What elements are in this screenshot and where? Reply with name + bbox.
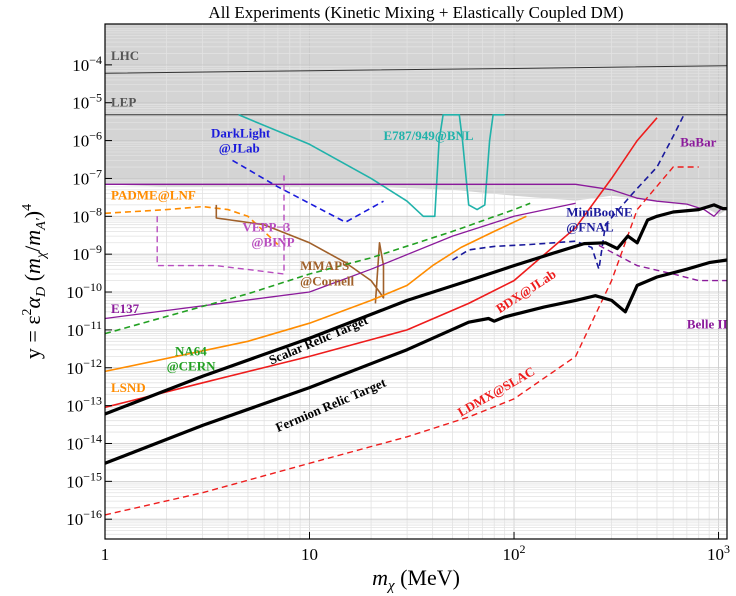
curve-label-vepp-3: VEPP−3: [242, 219, 290, 234]
series-line-fermion-relic-target: [104, 258, 728, 465]
series-line-miniboone-fnal: [452, 113, 686, 270]
y-tick-label: 10−5: [72, 91, 102, 113]
x-tick-label: 102: [503, 542, 526, 564]
x-tick-label: 10: [301, 545, 318, 564]
curve-label-jlab: @JLab: [219, 141, 260, 156]
curve-label-lep: LEP: [111, 94, 136, 109]
x-tick-label: 1: [101, 545, 110, 564]
series-line-bdx-jlab: [104, 117, 658, 409]
curve-label-e137: E137: [111, 301, 140, 316]
y-tick-label: 10−4: [72, 53, 102, 75]
curve-label-belle-ii: Belle II: [687, 316, 728, 331]
curve-label-darklight: DarkLight: [211, 126, 271, 141]
y-tick-label: 10−7: [72, 166, 102, 188]
series-line-vepp-3-binp: [156, 175, 285, 275]
series-line-lsnd: [104, 215, 527, 373]
y-tick-label: 10−12: [66, 356, 102, 378]
curve-label-padme-lnf: PADME@LNF: [111, 187, 196, 202]
x-axis-label-text: mχ (MeV): [372, 565, 460, 594]
excluded-region: [105, 24, 727, 215]
y-tick-label: 10−11: [67, 318, 102, 340]
curve-label-cern: @CERN: [167, 358, 217, 373]
y-tick-label: 10−10: [66, 280, 102, 302]
y-tick-label: 10−9: [72, 242, 102, 264]
series-line-e787-949-bnl: [238, 114, 505, 218]
series-line-lhc: [104, 65, 728, 74]
curve-label-fnal: @FNAL: [566, 219, 614, 234]
curve-label-binp: @BINP: [251, 234, 294, 249]
y-tick-label: 10−13: [66, 394, 102, 416]
y-tick-label: 10−14: [66, 431, 102, 453]
curve-label-cornell: @Cornell: [300, 273, 354, 288]
series-line-mmaps-cornell: [215, 204, 385, 304]
curve-label-lhc: LHC: [111, 48, 139, 63]
y-tick-label: 10−6: [72, 129, 102, 151]
y-tick-label: 10−15: [66, 469, 102, 491]
curve-label-mmaps: MMAPS: [300, 258, 349, 273]
series-line-ldmx-slac: [104, 166, 699, 516]
excluded-region-fill: [105, 24, 727, 215]
y-axis-label: y = ε2αD (mχ/mA′)4: [20, 204, 49, 359]
y-tick-label: 10−16: [66, 507, 102, 529]
plot-frame: [104, 23, 728, 540]
series-line-e137: [104, 202, 576, 320]
curve-label-babar: BaBar: [680, 134, 716, 149]
series-line-babar: [105, 183, 728, 217]
chart-title: All Experiments (Kinetic Mixing + Elasti…: [208, 3, 623, 22]
curve-label-na64: NA64: [175, 344, 207, 359]
x-axis-label: mχ (MeV): [372, 565, 460, 594]
tick-group: 1 10 102 103 10−4 10−5 10−6 10−7 10−8 10−9 10−10 10…: [66, 53, 730, 564]
curve-label-e787-949-bnl: E787/949@BNL: [383, 128, 473, 143]
x-tick-label: 103: [707, 542, 730, 564]
series-line-scalar-relic-target: [104, 203, 727, 416]
series-line-padme-lnf: [104, 205, 279, 246]
curve-label-lsnd: LSND: [111, 380, 146, 395]
y-tick-label: 10−8: [72, 204, 102, 226]
curve-label-miniboone: MiniBooNE: [566, 204, 632, 219]
y-axis-label-text: y = ε2αD (mχ/mA′)4: [20, 204, 49, 359]
series-group: [104, 65, 728, 516]
series-line-darklight-jlab: [232, 159, 384, 223]
